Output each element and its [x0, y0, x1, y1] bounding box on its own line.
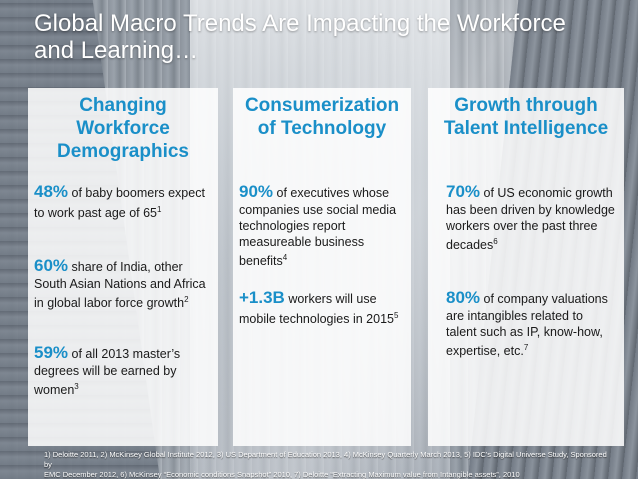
column-heading-line: Changing — [79, 95, 167, 116]
stat-text: of executives whose companies use social… — [239, 186, 397, 269]
column-talent-intelligence: Growth through Talent Intelligence 70% o… — [428, 88, 624, 446]
stat-item: 59% of all 2013 master’s degrees will be… — [34, 343, 212, 398]
stat-footnote-ref: 2 — [184, 295, 189, 304]
stat-text: of baby boomers expect to work past age … — [34, 186, 205, 221]
stat-text: of company valuations are intangibles re… — [446, 292, 608, 359]
column-heading: Growth through Talent Intelligence — [432, 94, 620, 140]
column-heading-line: Workforce — [76, 118, 170, 139]
slide-title-line-1: Global Macro Trends Are Impacting the Wo… — [34, 10, 566, 37]
stat-item: +1.3B workers will use mobile technologi… — [239, 288, 405, 327]
stat-text: share of India, other South Asian Nation… — [34, 260, 206, 311]
footnote-line: 1) Deloitte 2011, 2) McKinsey Global Ins… — [44, 450, 607, 469]
stat-item: 60% share of India, other South Asian Na… — [34, 256, 212, 311]
stat-value: 70% — [446, 182, 481, 201]
stat-value: +1.3B — [239, 288, 285, 307]
stat-item: 48% of baby boomers expect to work past … — [34, 182, 212, 221]
slide-title-line-2: and Learning… — [34, 37, 199, 64]
stat-item: 80% of company valuations are intangible… — [446, 288, 616, 359]
stat-value: 80% — [446, 288, 481, 307]
column-heading-line: Demographics — [57, 141, 189, 162]
slide-title: Global Macro Trends Are Impacting the Wo… — [34, 10, 614, 64]
footnote-line: EMC December 2012, 6) McKinsey “Economic… — [44, 470, 520, 479]
stat-footnote-ref: 6 — [493, 237, 498, 246]
column-heading: Consumerization of Technology — [237, 94, 407, 140]
column-heading: Changing Workforce Demographics — [32, 94, 214, 163]
column-heading-line: Growth through — [454, 95, 598, 116]
stat-footnote-ref: 3 — [74, 382, 79, 391]
stat-value: 59% — [34, 343, 69, 362]
stat-footnote-ref: 1 — [157, 205, 162, 214]
stat-value: 90% — [239, 182, 274, 201]
stat-footnote-ref: 5 — [393, 311, 399, 320]
stat-footnote-ref: 4 — [282, 253, 288, 262]
stat-value: 60% — [34, 256, 69, 275]
stat-text: of all 2013 master’s degrees will be ear… — [34, 347, 181, 398]
stat-footnote-ref: 7 — [523, 343, 529, 352]
column-heading-line: Consumerization — [244, 95, 400, 116]
column-consumerization: Consumerization of Technology 90% of exe… — [233, 88, 411, 446]
column-heading-line: Talent Intelligence — [443, 118, 609, 139]
stat-item: 70% of US economic growth has been drive… — [446, 182, 616, 253]
footnotes: 1) Deloitte 2011, 2) McKinsey Global Ins… — [44, 450, 614, 479]
column-workforce-demographics: Changing Workforce Demographics 48% of b… — [28, 88, 218, 446]
stat-item: 90% of executives whose companies use so… — [239, 182, 405, 269]
stat-value: 48% — [34, 182, 69, 201]
stat-text: workers will use mobile technologies in … — [239, 292, 394, 327]
stat-text: of US economic growth has been driven by… — [446, 186, 615, 253]
column-heading-line: of Technology — [257, 118, 387, 139]
